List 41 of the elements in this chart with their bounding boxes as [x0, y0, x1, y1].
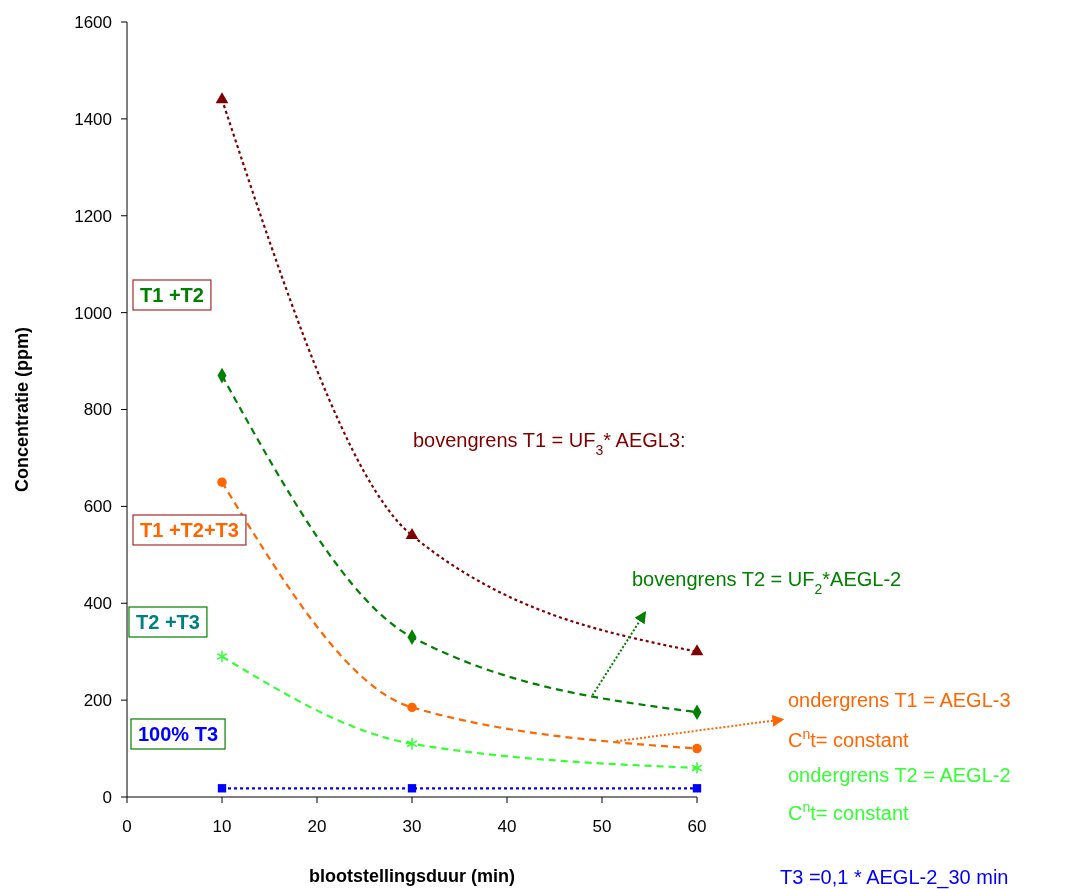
text: C$^{n}$t= constant — [788, 799, 910, 824]
point — [216, 650, 228, 663]
annotation: T1 +T2+T3 — [140, 519, 239, 541]
point — [692, 743, 702, 754]
x-tick-label: 40 — [497, 817, 517, 836]
point — [691, 761, 703, 775]
y-tick-label: 1400 — [74, 109, 112, 129]
annotation: bovengrens T2 = UF$_{2}$*AEGL-2 — [632, 568, 902, 597]
point — [690, 644, 704, 656]
text: T3 =0,1 * AEGL-2_30 min — [780, 866, 1009, 889]
x-tick-label: 10 — [212, 817, 232, 836]
point — [406, 737, 418, 751]
y-tick-label: 200 — [83, 691, 112, 711]
y-tick-label: 1600 — [74, 12, 112, 32]
point — [217, 477, 227, 487]
point — [407, 784, 417, 793]
point — [405, 528, 419, 540]
text: ondergrens T1 = AEGL-3 — [788, 689, 1011, 711]
x-tick-label: 50 — [592, 817, 612, 836]
x-tick-label: 30 — [402, 817, 422, 836]
y-tick-label: 1200 — [74, 206, 112, 226]
y-tick-label: 400 — [83, 594, 112, 614]
x-tick-label: 60 — [687, 817, 707, 836]
annotation: bovengrens T1 = UF$_{3}$* AEGL3: — [413, 429, 686, 458]
point — [407, 702, 417, 713]
x-axis-title: blootstellingsduur (min) — [309, 866, 515, 886]
point — [215, 92, 229, 104]
y-tick-label: 0 — [102, 787, 112, 807]
y-tick-label: 800 — [83, 400, 112, 420]
x-tick-label: 20 — [307, 817, 327, 836]
y-tick-label: 1000 — [74, 303, 112, 323]
annotation: 100% T3 — [138, 723, 219, 745]
annotation: T1 +T2 — [140, 284, 204, 306]
y-tick-label: 600 — [83, 497, 112, 517]
x-tick-label: 0 — [122, 817, 132, 836]
annotation: T2 +T3 — [136, 611, 200, 633]
point — [217, 784, 227, 793]
text: C$^{n}$t= constant — [788, 726, 910, 751]
y-axis-title: Concentratie (ppm) — [12, 326, 32, 493]
point — [692, 784, 702, 793]
text: ondergrens T2 = AEGL-2 — [788, 764, 1011, 786]
